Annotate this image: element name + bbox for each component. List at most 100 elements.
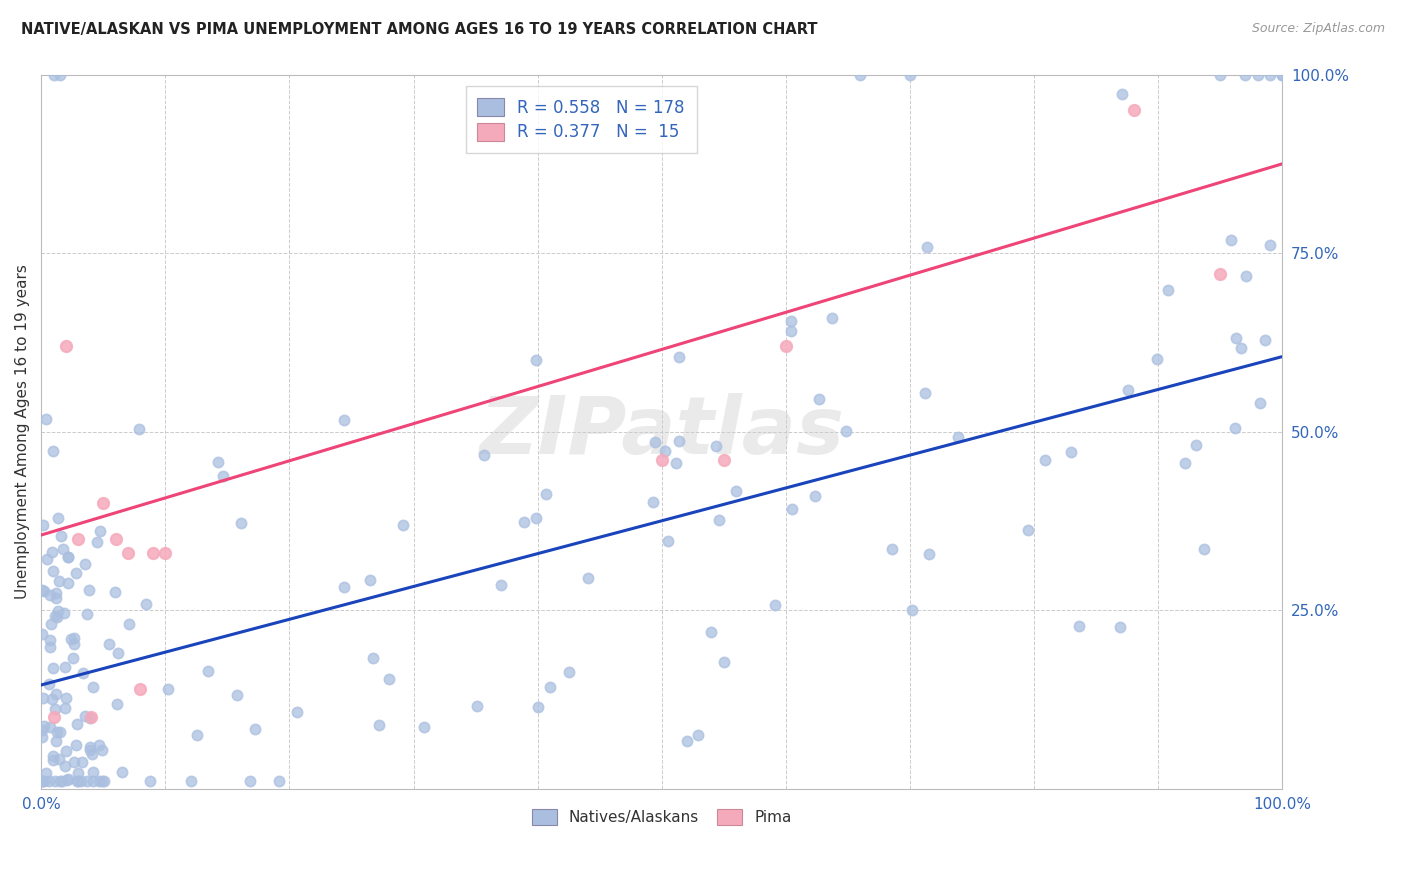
Point: [46, 605, 69, 619]
Point: [378, 673, 401, 687]
Point: [576, 571, 599, 585]
Point: [32, 719, 55, 733]
Point: [129, 681, 152, 696]
Point: [42, 749, 65, 764]
Point: [53, 660, 76, 674]
Point: [775, 339, 797, 353]
Point: [76, 607, 98, 621]
Point: [38, 774, 60, 789]
Point: [42, 444, 65, 458]
Point: [31, 774, 53, 789]
Point: [713, 655, 735, 669]
Point: [1017, 523, 1039, 537]
Point: [686, 728, 709, 742]
Point: [73, 557, 96, 571]
Point: [135, 597, 157, 611]
Point: [368, 718, 391, 732]
Point: [821, 311, 844, 326]
Point: [55, 691, 77, 706]
Point: [1108, 620, 1130, 634]
Point: [197, 664, 219, 678]
Point: [763, 599, 786, 613]
Point: [489, 578, 512, 592]
Point: [56, 772, 79, 787]
Point: [657, 534, 679, 549]
Point: [38, 633, 60, 648]
Point: [725, 484, 748, 499]
Point: [37, 552, 59, 566]
Point: [79, 743, 101, 757]
Point: [665, 456, 688, 470]
Point: [98, 637, 121, 651]
Point: [835, 424, 858, 438]
Point: [44, 609, 66, 624]
Point: [1234, 68, 1257, 82]
Point: [901, 603, 924, 617]
Point: [39, 617, 62, 632]
Point: [45, 734, 67, 748]
Point: [1111, 87, 1133, 102]
Point: [62, 632, 84, 646]
Point: [1246, 68, 1268, 82]
Point: [107, 646, 129, 660]
Point: [1116, 383, 1139, 397]
Point: [48, 68, 70, 82]
Point: [186, 727, 208, 741]
Point: [31, 730, 53, 744]
Point: [65, 738, 87, 752]
Point: [48, 574, 70, 588]
Point: [643, 494, 665, 508]
Point: [211, 469, 233, 483]
Point: [45, 610, 67, 624]
Point: [39, 588, 62, 602]
Point: [56, 550, 79, 565]
Point: [56, 772, 79, 786]
Point: [66, 774, 89, 789]
Point: [1271, 68, 1294, 82]
Point: [62, 755, 84, 769]
Point: [1209, 268, 1232, 282]
Point: [333, 413, 356, 427]
Point: [72, 666, 94, 681]
Point: [73, 709, 96, 723]
Point: [117, 617, 139, 632]
Legend: Natives/Alaskans, Pima: Natives/Alaskans, Pima: [523, 799, 800, 834]
Point: [80, 710, 103, 724]
Point: [117, 546, 139, 560]
Point: [1069, 619, 1091, 633]
Point: [42, 710, 65, 724]
Point: [948, 430, 970, 444]
Point: [65, 566, 87, 580]
Point: [41, 660, 63, 674]
Point: [41, 545, 63, 559]
Point: [77, 582, 100, 597]
Point: [70, 755, 93, 769]
Point: [55, 339, 77, 353]
Point: [513, 515, 536, 529]
Point: [1219, 233, 1241, 247]
Point: [207, 455, 229, 469]
Point: [700, 625, 723, 640]
Point: [67, 532, 90, 546]
Point: [45, 724, 67, 739]
Point: [105, 697, 128, 711]
Text: NATIVE/ALASKAN VS PIMA UNEMPLOYMENT AMONG AGES 16 TO 19 YEARS CORRELATION CHART: NATIVE/ALASKAN VS PIMA UNEMPLOYMENT AMON…: [21, 22, 818, 37]
Point: [48, 751, 70, 765]
Point: [1060, 444, 1083, 458]
Point: [1033, 453, 1056, 467]
Point: [1258, 68, 1281, 82]
Point: [1258, 238, 1281, 252]
Point: [55, 744, 77, 758]
Point: [79, 711, 101, 725]
Point: [62, 650, 84, 665]
Point: [59, 632, 82, 647]
Point: [704, 439, 727, 453]
Point: [1234, 268, 1257, 283]
Point: [1271, 68, 1294, 82]
Point: [918, 547, 941, 561]
Point: [80, 747, 103, 762]
Point: [52, 606, 75, 620]
Point: [1157, 283, 1180, 297]
Y-axis label: Unemployment Among Ages 16 to 19 years: Unemployment Among Ages 16 to 19 years: [15, 264, 30, 599]
Point: [156, 682, 179, 697]
